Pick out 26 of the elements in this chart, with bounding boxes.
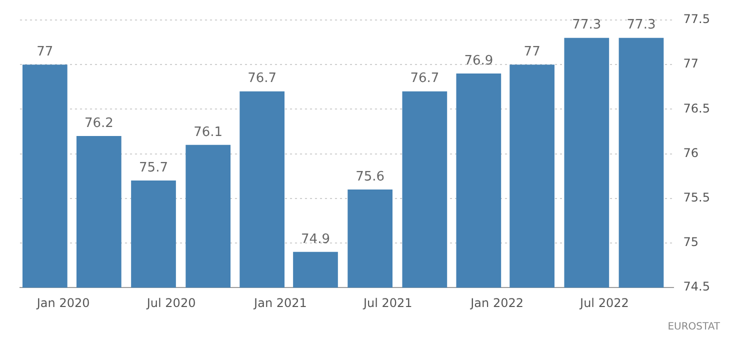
data-label: 76.9 [464,53,494,68]
data-label: 77 [36,44,54,60]
data-label: 77.3 [572,18,602,33]
y-tick-label: 77 [683,56,699,71]
x-tick-label: Jan 2021 [253,296,307,310]
data-label: 76.7 [410,71,440,86]
y-tick-label: 77.5 [683,12,710,26]
data-label: 75.6 [356,169,385,184]
data-label: 76.1 [194,124,223,140]
y-tick-label: 76 [683,146,699,160]
x-tick-label: Jul 2020 [146,296,196,310]
x-tick-label: Jan 2020 [36,296,90,310]
y-tick-label: 76.5 [683,101,710,116]
data-label: 77.3 [626,18,656,33]
x-tick-label: Jan 2022 [470,296,524,310]
y-tick-label: 75.5 [683,190,710,205]
data-label: 75.7 [139,160,168,176]
x-tick-label: Jul 2021 [362,296,412,310]
data-label: 74.9 [301,232,330,247]
text: EUROSTAT [668,322,721,333]
y-tick-label: 74.5 [683,280,710,294]
y-tick-label: 75 [683,235,699,250]
data-label: 76.7 [248,71,277,86]
data-label: 77 [524,44,540,60]
data-label: 76.2 [84,116,114,131]
x-tick-label: Jul 2022 [579,296,629,310]
